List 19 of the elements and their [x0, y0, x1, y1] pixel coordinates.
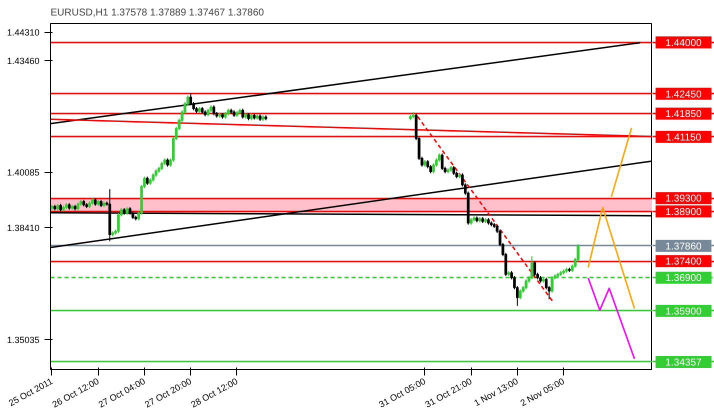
- y-tick-label: 1.40085: [6, 168, 40, 178]
- ref-line-label: 1.44000: [665, 38, 702, 49]
- ref-line-label: 1.36900: [665, 273, 702, 284]
- y-tick-label: 1.38410: [6, 223, 40, 234]
- y-tick-label: 1.44310: [6, 28, 40, 38]
- x-tick-label: 1 Nov 13:00: [472, 376, 520, 408]
- ref-line-label: 1.37400: [665, 256, 702, 268]
- ref-line-label: 1.35900: [665, 306, 702, 318]
- y-tick-label: 1.35035: [6, 335, 40, 346]
- ref-line-label: 1.39300: [665, 194, 702, 205]
- ref-line-label: 1.34357: [665, 357, 702, 368]
- x-tick-label: 2 Nov 05:00: [518, 376, 566, 408]
- y-tick-label: 1.43460: [6, 56, 40, 66]
- ref-line-label: 1.41150: [666, 132, 702, 144]
- ref-line-label: 1.41850: [665, 109, 702, 120]
- ref-line-label: 1.38900: [665, 206, 702, 218]
- chart-title: EURUSD,H1 1.37578 1.37889 1.37467 1.37860: [50, 8, 264, 18]
- ref-line-label: 1.37860: [665, 241, 702, 252]
- ref-line-label: 1.42450: [665, 89, 702, 100]
